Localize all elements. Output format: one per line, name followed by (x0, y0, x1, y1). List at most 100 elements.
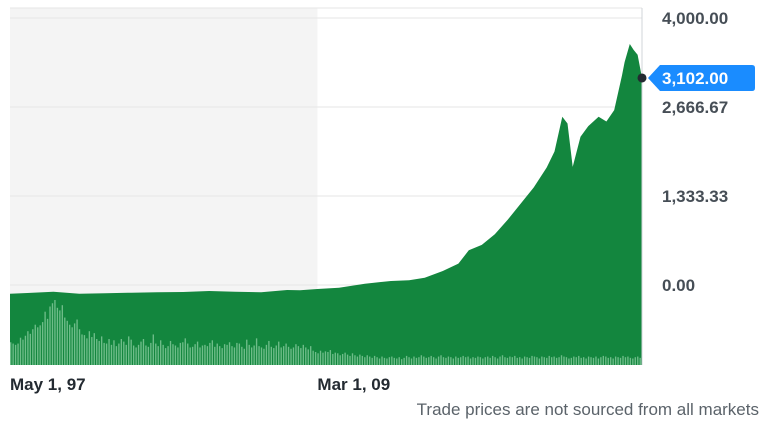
volume-bar (607, 357, 609, 365)
volume-bar (575, 357, 577, 365)
volume-bar (258, 346, 260, 365)
volume-bar (332, 353, 334, 365)
volume-bar (295, 344, 297, 365)
volume-bar (123, 341, 125, 365)
volume-bar (223, 344, 226, 365)
volume-bar (541, 356, 543, 365)
volume-bar (403, 357, 405, 365)
volume-bar (216, 343, 218, 365)
volume-bar (531, 355, 533, 365)
volume-bar (391, 356, 393, 365)
volume-bar (568, 358, 570, 365)
volume-bar (51, 303, 54, 365)
volume-bar (551, 357, 553, 365)
volume-bar (381, 356, 383, 365)
volume-bar (364, 357, 366, 365)
volume-bar (506, 357, 509, 365)
volume-bar (46, 318, 49, 365)
volume-bar (477, 356, 479, 365)
volume-bar (371, 357, 373, 365)
badge-shape (648, 64, 755, 91)
volume-bar (302, 344, 304, 365)
volume-bar (410, 358, 413, 365)
volume-bar (189, 347, 191, 365)
volume-bar (445, 357, 447, 365)
last-price-badge[interactable]: 3,102.00 (637, 64, 756, 91)
volume-bar (317, 353, 319, 365)
volume-bar (160, 340, 162, 365)
volume-bar (132, 345, 135, 365)
volume-bar (206, 346, 209, 365)
volume-bar (369, 356, 371, 365)
volume-bar (460, 357, 462, 365)
volume-bar (105, 343, 108, 365)
volume-bar (590, 357, 592, 365)
volume-bar (624, 357, 627, 365)
volume-bar (565, 357, 568, 365)
x-axis-ticks: May 1, 97 Mar 1, 09 (10, 375, 390, 394)
volume-bar (432, 357, 435, 365)
volume-bar (125, 344, 127, 365)
volume-bar (152, 334, 154, 365)
volume-bar (118, 343, 120, 365)
volume-bar (378, 358, 381, 365)
price-area (10, 44, 642, 365)
y-tick-label: 1,333.33 (662, 187, 728, 206)
volume-bar (587, 356, 590, 365)
volume-bar (373, 355, 376, 365)
volume-bar (425, 357, 427, 365)
volume-bar (349, 355, 351, 365)
volume-bar (110, 344, 113, 365)
volume-bar (100, 336, 103, 365)
volume-bar (59, 310, 61, 365)
volume-bar (619, 357, 622, 365)
volume-bar (528, 357, 531, 365)
volume-bar (39, 325, 41, 365)
volume-bar (632, 358, 634, 365)
volume-bar (634, 357, 636, 365)
volume-bar (221, 348, 223, 365)
volume-bar (376, 357, 378, 365)
volume-bar (98, 340, 100, 365)
volume-bar (231, 346, 233, 365)
volume-bar (88, 331, 91, 365)
volume-bar (248, 344, 250, 365)
volume-bar (76, 319, 78, 365)
volume-bar (514, 355, 516, 365)
volume-bar (361, 355, 364, 365)
volume-bar (440, 355, 442, 365)
volume-bar (314, 352, 317, 365)
volume-bar (383, 357, 386, 365)
volume-bar (538, 358, 541, 365)
volume-bar (81, 334, 83, 365)
volume-bar (351, 353, 354, 365)
volume-bar (24, 335, 27, 365)
volume-bar (442, 357, 445, 365)
volume-bar (142, 339, 145, 365)
volume-bar (437, 356, 440, 365)
volume-bar (310, 346, 312, 365)
volume-bar (211, 340, 213, 365)
volume-bar (388, 357, 391, 365)
volume-bar (455, 356, 457, 365)
volume-bar (487, 356, 489, 365)
volume-bar (430, 355, 432, 365)
volume-bar (169, 340, 172, 365)
volume-bar (113, 340, 115, 365)
volume-bar (285, 343, 287, 365)
y-tick-label: 0.00 (662, 276, 695, 295)
volume-bar (37, 327, 39, 365)
volume-bar (145, 345, 147, 365)
volume-bar (184, 338, 186, 365)
volume-bar (167, 346, 169, 365)
volume-bar (548, 355, 550, 365)
volume-bar (209, 342, 211, 365)
volume-bar (280, 347, 282, 365)
volume-bar (597, 358, 600, 365)
volume-bar (32, 329, 34, 365)
volume-bar (428, 357, 430, 365)
volume-bar (359, 354, 361, 365)
volume-bar (578, 355, 580, 365)
volume-bar (135, 347, 137, 365)
